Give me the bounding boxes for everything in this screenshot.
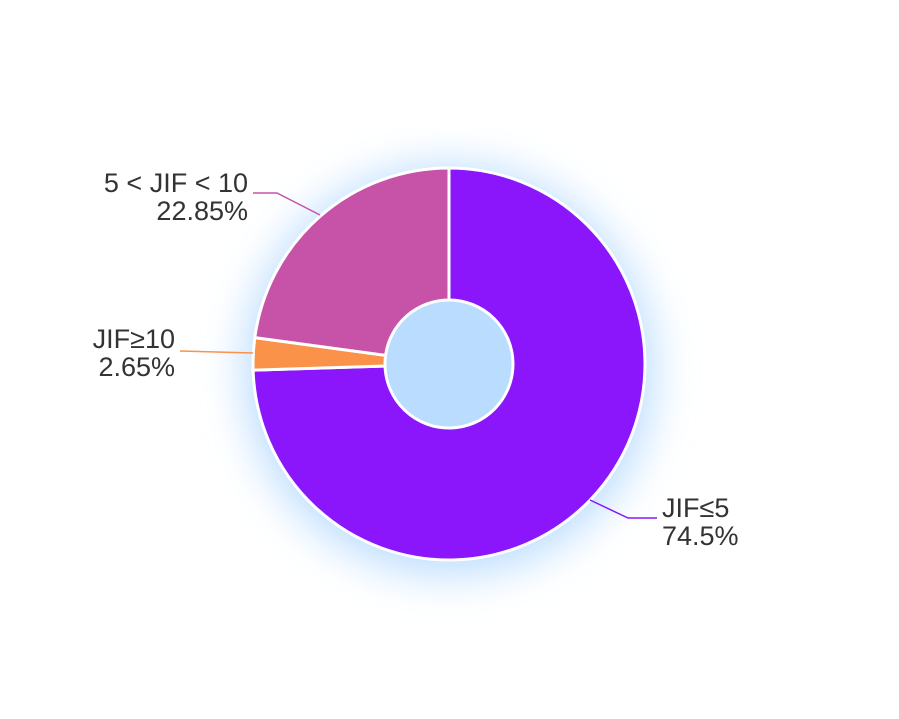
slice-label-0: JIF≤5 — [662, 493, 729, 523]
slices-group — [251, 166, 647, 562]
leader-line-1 — [179, 350, 254, 354]
leader-line-0 — [589, 499, 657, 519]
pie-slice-2[interactable] — [253, 166, 451, 357]
slice-value-label-1: 2.65% — [98, 352, 175, 382]
slice-label-1: JIF≥10 — [93, 324, 175, 354]
leader-lines-group — [179, 192, 657, 519]
leader-line-2 — [253, 192, 321, 216]
slice-value-label-0: 74.5% — [662, 521, 739, 551]
slice-label-2: 5 < JIF < 10 — [104, 168, 248, 198]
pie-slice-0[interactable] — [251, 166, 647, 562]
slice-value-label-2: 22.85% — [156, 196, 248, 226]
